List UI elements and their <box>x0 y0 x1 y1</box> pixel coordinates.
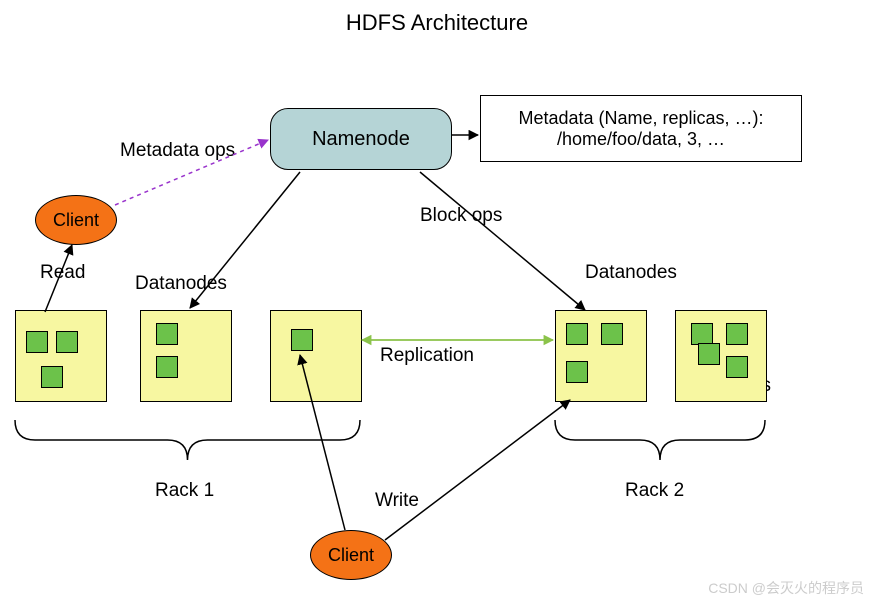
block <box>726 323 748 345</box>
label-datanodes-2: Datanodes <box>585 262 677 284</box>
label-rack2: Rack 2 <box>625 480 684 502</box>
client-read: Client <box>35 195 117 245</box>
label-replication: Replication <box>380 345 474 367</box>
client-label: Client <box>53 210 99 231</box>
label-read: Read <box>40 262 85 284</box>
datanode-box <box>270 310 362 402</box>
block <box>698 343 720 365</box>
block <box>566 361 588 383</box>
label-block-ops: Block ops <box>420 205 502 227</box>
label-metadata-ops: Metadata ops <box>120 140 235 162</box>
block <box>156 356 178 378</box>
metadata-line1: Metadata (Name, replicas, …): <box>481 108 801 129</box>
block <box>601 323 623 345</box>
block <box>291 329 313 351</box>
block <box>691 323 713 345</box>
block <box>26 331 48 353</box>
diagram-arrows <box>0 0 874 604</box>
datanode-box <box>555 310 647 402</box>
datanode-box <box>675 310 767 402</box>
namenode-label: Namenode <box>312 128 410 151</box>
datanode-box <box>140 310 232 402</box>
block <box>726 356 748 378</box>
block <box>56 331 78 353</box>
metadata-line2: /home/foo/data, 3, … <box>481 129 801 150</box>
namenode-box: Namenode <box>270 108 452 170</box>
label-datanodes-1: Datanodes <box>135 273 227 295</box>
block <box>156 323 178 345</box>
metadata-box: Metadata (Name, replicas, …): /home/foo/… <box>480 95 802 162</box>
client-write: Client <box>310 530 392 580</box>
datanode-box <box>15 310 107 402</box>
block <box>41 366 63 388</box>
client-label: Client <box>328 545 374 566</box>
page-title: HDFS Architecture <box>0 10 874 36</box>
label-rack1: Rack 1 <box>155 480 214 502</box>
watermark: CSDN @会灭火的程序员 <box>708 578 864 598</box>
block <box>566 323 588 345</box>
label-write: Write <box>375 490 419 512</box>
